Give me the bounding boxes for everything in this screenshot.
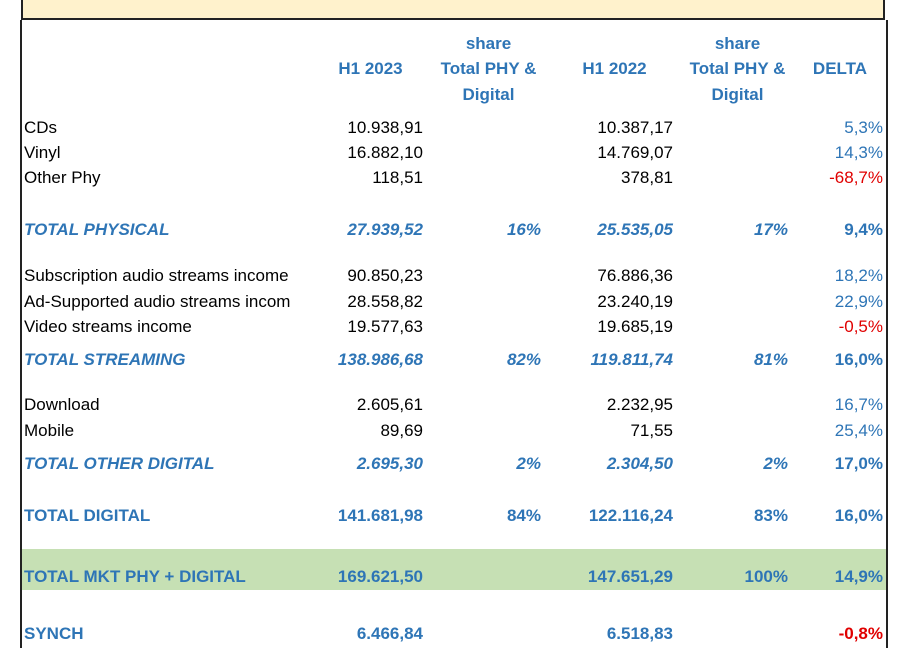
row-label: Mobile	[24, 421, 75, 440]
row-label-total: TOTAL PHYSICAL	[24, 220, 170, 239]
row-label: Subscription audio streams income	[24, 266, 289, 285]
cell-delta: 16,7%	[834, 395, 883, 414]
cell-delta: 16,0%	[834, 350, 883, 369]
cell-h1-2023: 89,69	[380, 421, 423, 440]
cell-delta: -68,7%	[829, 168, 883, 187]
cell-delta: 14,3%	[834, 143, 883, 162]
cell-delta: 5,3%	[844, 118, 883, 137]
cell-delta: -0,5%	[838, 317, 883, 336]
cell-delta: 14,9%	[834, 567, 883, 586]
row-label: Ad-Supported audio streams incom	[24, 292, 291, 311]
header-share-2022-line1: share	[714, 34, 761, 53]
cell-h1-2023: 2.695,30	[356, 454, 423, 473]
cell-h1-2022: 76.886,36	[597, 266, 673, 285]
cell-h1-2022: 2.304,50	[606, 454, 673, 473]
cell-h1-2023: 6.466,84	[356, 624, 423, 643]
total-market-highlight	[22, 549, 886, 590]
cell-delta: 9,4%	[844, 220, 883, 239]
cell-delta: -0,8%	[838, 624, 883, 643]
cell-h1-2022: 10.387,17	[597, 118, 673, 137]
row-label-total: TOTAL STREAMING	[24, 350, 186, 369]
header-band	[21, 0, 885, 20]
cell-h1-2023: 27.939,52	[347, 220, 423, 239]
header-share-2023-line3: Digital	[462, 85, 515, 104]
cell-share-2023: 82%	[506, 350, 541, 369]
header-share-2022-line2: Total PHY &	[689, 59, 786, 78]
cell-share-2023: 16%	[506, 220, 541, 239]
cell-h1-2023: 28.558,82	[347, 292, 423, 311]
row-label-total: TOTAL OTHER DIGITAL	[24, 454, 215, 473]
header-delta: DELTA	[812, 59, 868, 78]
cell-h1-2023: 19.577,63	[347, 317, 423, 336]
cell-h1-2022: 147.651,29	[587, 567, 673, 586]
cell-share-2022: 81%	[753, 350, 788, 369]
cell-h1-2023: 16.882,10	[347, 143, 423, 162]
row-label-total: SYNCH	[24, 624, 84, 643]
cell-h1-2023: 90.850,23	[347, 266, 423, 285]
cell-share-2022: 2%	[763, 454, 788, 473]
cell-delta: 22,9%	[834, 292, 883, 311]
table-body	[20, 20, 888, 648]
cell-h1-2022: 14.769,07	[597, 143, 673, 162]
header-h1-2023: H1 2023	[338, 59, 403, 78]
cell-h1-2023: 169.621,50	[337, 567, 423, 586]
row-label: Video streams income	[24, 317, 192, 336]
row-label: Other Phy	[24, 168, 101, 187]
cell-h1-2023: 2.605,61	[356, 395, 423, 414]
row-label: CDs	[24, 118, 58, 137]
cell-share-2023: 84%	[506, 506, 541, 525]
cell-h1-2022: 19.685,19	[597, 317, 673, 336]
header-share-2023-line2: Total PHY &	[440, 59, 537, 78]
cell-share-2022: 83%	[753, 506, 788, 525]
header-h1-2022: H1 2022	[582, 59, 647, 78]
cell-h1-2022: 6.518,83	[606, 624, 673, 643]
cell-delta: 18,2%	[834, 266, 883, 285]
cell-share-2023: 2%	[516, 454, 541, 473]
cell-h1-2023: 10.938,91	[347, 118, 423, 137]
cell-h1-2022: 119.811,74	[590, 350, 673, 369]
cell-h1-2022: 122.116,24	[588, 506, 673, 525]
cell-h1-2022: 25.535,05	[597, 220, 673, 239]
cell-h1-2022: 378,81	[621, 168, 673, 187]
cell-h1-2023: 138.986,68	[337, 350, 423, 369]
cell-share-2022: 100%	[744, 567, 788, 586]
cell-h1-2022: 23.240,19	[597, 292, 673, 311]
cell-delta: 25,4%	[834, 421, 883, 440]
row-label: Download	[24, 395, 100, 414]
cell-h1-2023: 118,51	[372, 168, 423, 187]
cell-h1-2022: 71,55	[630, 421, 673, 440]
cell-h1-2023: 141.681,98	[337, 506, 423, 525]
header-share-2022-line3: Digital	[711, 85, 764, 104]
cell-delta: 16,0%	[834, 506, 883, 525]
header-share-2023-line1: share	[465, 34, 512, 53]
cell-delta: 17,0%	[834, 454, 883, 473]
row-label-total: TOTAL DIGITAL	[24, 506, 151, 525]
cell-h1-2022: 2.232,95	[606, 395, 673, 414]
row-label-total: TOTAL MKT PHY + DIGITAL	[24, 567, 246, 586]
cell-share-2022: 17%	[753, 220, 788, 239]
row-label: Vinyl	[24, 143, 61, 162]
